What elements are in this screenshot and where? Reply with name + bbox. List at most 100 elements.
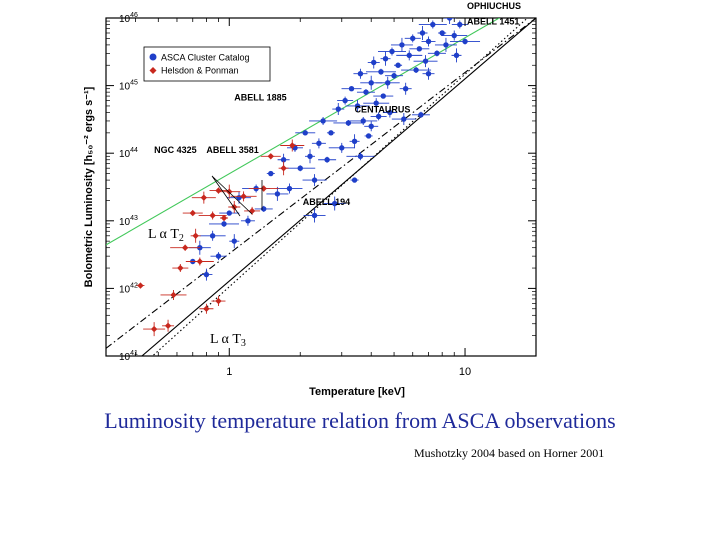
point-asca-71 <box>418 112 424 118</box>
point-asca-72 <box>351 177 358 183</box>
point-asca-60 <box>439 30 445 36</box>
point-asca-18 <box>302 130 308 136</box>
point-asca-64 <box>457 21 463 28</box>
point-hp-19 <box>280 164 287 172</box>
point-hp-20 <box>289 142 296 149</box>
annotation-ophiuchus: OPHIUCHUS <box>467 1 521 11</box>
point-asca-33 <box>357 70 364 77</box>
fit-line-1 <box>141 18 536 356</box>
point-asca-37 <box>368 80 374 86</box>
point-hp-21 <box>215 297 222 305</box>
legend: ASCA Cluster Catalog Helsdon & Ponman <box>143 46 271 82</box>
point-asca-2 <box>203 271 210 278</box>
annotation-pointer-ngc <box>211 175 253 217</box>
y-tick-label-4: 1045 <box>119 80 138 93</box>
annotations: OPHIUCHUS ABELL 1451 ABELL 1885 CENTAURU… <box>154 1 521 217</box>
point-asca-54 <box>416 46 423 52</box>
x-tick-label-1: 10 <box>459 366 471 378</box>
fit-line-2 <box>151 18 529 356</box>
point-asca-34 <box>360 118 366 124</box>
point-asca-32 <box>354 103 361 109</box>
point-asca-49 <box>399 42 405 48</box>
point-hp-18 <box>267 153 274 160</box>
point-asca-52 <box>410 35 416 42</box>
point-asca-40 <box>375 113 382 120</box>
point-asca-31 <box>351 138 358 144</box>
point-asca-6 <box>226 210 232 216</box>
point-asca-42 <box>380 93 386 99</box>
x-axis-title: Temperature [keV] <box>309 386 405 398</box>
point-asca-47 <box>391 73 397 79</box>
point-asca-3 <box>209 233 216 239</box>
point-hp-22 <box>196 258 204 265</box>
point-asca-56 <box>422 58 429 64</box>
point-hp-7 <box>192 232 199 239</box>
legend-marker-asca <box>149 53 157 61</box>
point-hp-8 <box>200 194 208 201</box>
y-tick-label-2: 1043 <box>119 215 138 228</box>
data-points <box>136 18 481 337</box>
point-asca-20 <box>311 177 318 183</box>
legend-label-asca: ASCA Cluster Catalog <box>161 53 250 63</box>
y-tick-label-5: 1046 <box>119 12 138 25</box>
point-asca-45 <box>387 109 393 116</box>
point-asca-9 <box>245 218 251 224</box>
point-asca-59 <box>434 50 440 57</box>
point-asca-22 <box>320 118 326 124</box>
slope-label-t2: L α T2 <box>148 227 184 244</box>
point-hp-5 <box>181 244 189 251</box>
point-asca-70 <box>357 153 364 159</box>
point-asca-38 <box>371 59 377 66</box>
point-hp-0 <box>137 282 144 289</box>
point-asca-73 <box>311 212 318 219</box>
fit-line-3 <box>106 18 536 349</box>
point-asca-28 <box>342 97 348 104</box>
point-asca-21 <box>316 140 322 147</box>
errorbar-s0-62 <box>443 18 456 24</box>
point-asca-69 <box>368 123 374 129</box>
point-asca-13 <box>274 191 281 197</box>
point-hp-2 <box>164 322 172 329</box>
legend-marker-hp <box>149 67 157 74</box>
point-asca-44 <box>385 80 391 86</box>
point-asca-26 <box>335 106 341 112</box>
point-hp-11 <box>215 187 222 194</box>
y-tick-label-0: 1041 <box>119 350 138 363</box>
point-asca-35 <box>363 89 369 95</box>
point-asca-15 <box>286 185 293 192</box>
point-asca-74 <box>425 70 432 77</box>
point-hp-13 <box>226 188 233 195</box>
caption: Luminosity temperature relation from ASC… <box>104 408 616 433</box>
annotation-abell-194: ABELL 194 <box>303 197 350 207</box>
annotation-abell-3581: ABELL 3581 <box>206 145 258 155</box>
point-asca-19 <box>307 153 313 159</box>
point-asca-30 <box>348 85 355 92</box>
point-asca-39 <box>373 100 379 106</box>
point-asca-14 <box>280 157 287 163</box>
point-asca-58 <box>430 21 436 28</box>
point-hp-6 <box>189 209 196 217</box>
point-hp-9 <box>203 305 210 312</box>
point-asca-27 <box>339 145 345 151</box>
point-asca-57 <box>425 38 432 45</box>
y-tick-label-1: 1042 <box>119 282 138 295</box>
point-asca-67 <box>453 52 460 59</box>
credit: Mushotzky 2004 based on Horner 2001 <box>414 446 605 460</box>
point-asca-4 <box>215 253 222 259</box>
point-hp-4 <box>177 264 184 272</box>
x-tick-label-0: 1 <box>226 366 232 378</box>
legend-box <box>143 46 271 82</box>
point-hp-3 <box>170 291 177 299</box>
point-asca-50 <box>402 85 409 92</box>
point-asca-62 <box>446 18 453 21</box>
legend-label-hp: Helsdon & Ponman <box>161 66 239 76</box>
annotation-abell-1885: ABELL 1885 <box>234 93 286 103</box>
chart: 1 10 1041 1042 1043 1044 1045 1046 ASCA Cluster… <box>83 1 537 398</box>
point-asca-36 <box>365 133 372 139</box>
point-hp-1 <box>150 325 158 333</box>
point-asca-61 <box>443 42 449 48</box>
point-asca-29 <box>345 120 352 126</box>
point-asca-51 <box>406 52 412 59</box>
point-asca-7 <box>231 238 237 244</box>
annotation-ngc-4325: NGC 4325 <box>154 145 197 155</box>
